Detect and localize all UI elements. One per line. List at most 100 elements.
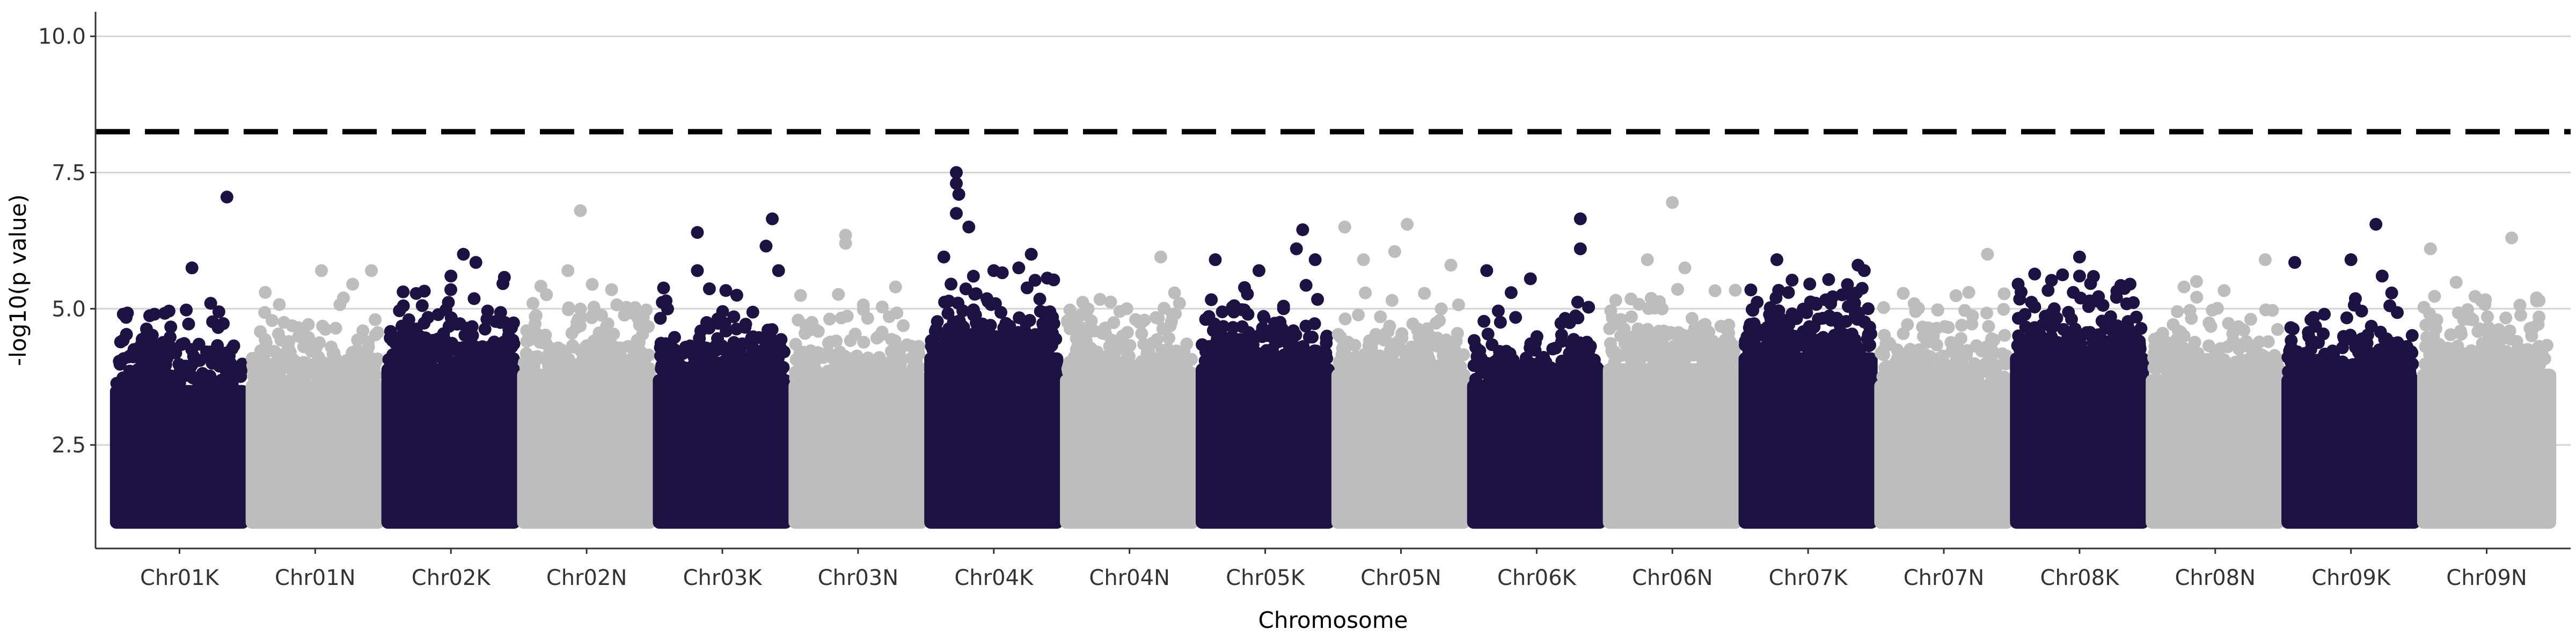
data-point (595, 309, 608, 322)
data-point (162, 304, 175, 318)
data-point (1797, 302, 1810, 316)
data-point (1949, 348, 1962, 361)
data-point (1663, 345, 1676, 358)
data-point (1935, 354, 1948, 367)
data-point (312, 350, 325, 364)
data-point (1883, 338, 1897, 351)
data-point (2266, 304, 2279, 317)
data-point (496, 277, 510, 290)
data-point (871, 358, 884, 371)
data-point (1093, 292, 1107, 306)
dense-band-Chr04N (1060, 374, 1199, 529)
data-point (2084, 277, 2097, 290)
data-point (861, 312, 874, 325)
data-point (935, 341, 949, 354)
data-point (481, 304, 494, 318)
data-point (1110, 355, 1123, 368)
data-point (434, 345, 447, 358)
data-point (2419, 318, 2433, 332)
data-point (361, 372, 375, 386)
data-point (823, 312, 836, 326)
y-axis-title: -log10(p value) (5, 194, 31, 366)
x-tick-label-Chr06K: Chr06K (1497, 566, 1577, 590)
data-point (639, 352, 652, 365)
data-point (1211, 353, 1224, 367)
data-point (1437, 346, 1451, 360)
data-point (1944, 336, 1958, 349)
data-point (346, 363, 359, 377)
data-point (1554, 317, 1568, 330)
data-point (958, 343, 972, 356)
data-point (2302, 330, 2316, 343)
data-point (1402, 352, 1416, 365)
chromosome-group-Chr04N (1060, 250, 1199, 529)
data-point (1405, 340, 1418, 354)
data-point (676, 347, 690, 360)
data-point (2464, 348, 2478, 362)
data-point (643, 362, 656, 375)
data-point (2325, 362, 2339, 376)
data-point (1467, 334, 1481, 347)
data-point (1061, 316, 1074, 329)
data-point (1982, 320, 1995, 333)
data-point (1720, 352, 1733, 365)
data-point (587, 301, 601, 314)
data-point-peak (1574, 242, 1587, 255)
data-point (444, 283, 457, 296)
data-point (1418, 287, 1431, 300)
data-point (1309, 345, 1323, 358)
data-point (956, 319, 969, 333)
data-point (1016, 339, 1030, 352)
data-point-peak (1388, 245, 1401, 258)
data-point-peak (444, 269, 458, 283)
data-point (747, 330, 760, 343)
data-point (2013, 292, 2026, 306)
data-point-peak (691, 226, 704, 239)
data-point (1563, 371, 1576, 385)
data-point-peak (2073, 250, 2086, 264)
data-point-peak (2067, 286, 2080, 299)
data-point (1082, 358, 1096, 372)
data-point-peak (574, 204, 587, 217)
data-point (1942, 321, 1955, 334)
data-point (1958, 304, 1971, 317)
data-point (502, 323, 516, 336)
data-point (553, 356, 567, 370)
data-point (1274, 316, 1287, 329)
data-point (967, 269, 980, 283)
y-tick-label-3: 10.0 (38, 25, 86, 49)
data-point (1896, 360, 1909, 374)
data-point (1980, 340, 1993, 354)
data-point (942, 322, 956, 335)
data-point (2230, 366, 2243, 379)
data-point (835, 311, 848, 325)
data-point (1744, 283, 1758, 297)
data-point (261, 358, 274, 371)
data-point (1930, 321, 1943, 335)
data-point (810, 367, 823, 380)
chromosome-group-Chr01N (245, 264, 385, 529)
data-point (1687, 348, 1700, 362)
data-point (2188, 335, 2201, 349)
data-point (799, 358, 812, 372)
data-point (585, 311, 598, 325)
data-point-peak (314, 264, 328, 277)
data-point (1364, 335, 1378, 349)
data-point (212, 305, 225, 318)
data-point (2222, 317, 2235, 330)
data-point-peak (1290, 242, 1303, 255)
data-point (2284, 355, 2297, 369)
data-point (1504, 286, 1518, 299)
data-point (1126, 361, 1139, 374)
data-point (1758, 341, 1771, 355)
data-point (2234, 353, 2248, 367)
data-point (1671, 283, 1684, 296)
data-point-peak (561, 264, 575, 277)
dense-band-Chr09N (2417, 368, 2557, 529)
data-point (1722, 326, 1736, 340)
data-point (2087, 336, 2100, 349)
data-point (368, 355, 382, 369)
data-point (1168, 286, 1181, 299)
x-tick-label-Chr07K: Chr07K (1769, 566, 1849, 590)
data-point (1435, 302, 1448, 316)
